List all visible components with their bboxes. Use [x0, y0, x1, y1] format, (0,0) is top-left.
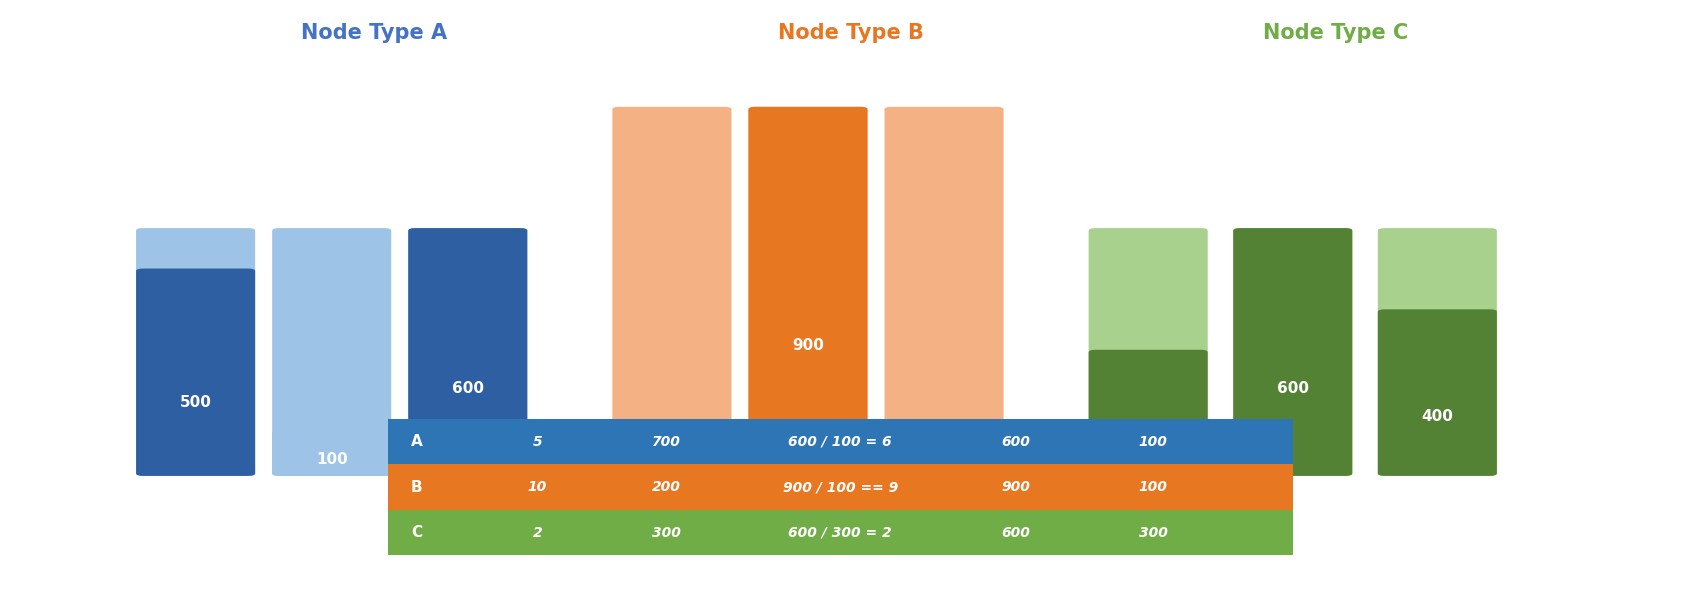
Text: Node Type B: Node Type B [777, 24, 924, 43]
Text: 100: 100 [657, 452, 687, 467]
Text: 100: 100 [316, 452, 347, 467]
Text: 600: 600 [1002, 526, 1029, 540]
FancyBboxPatch shape [1378, 310, 1497, 476]
Text: 900: 900 [793, 339, 823, 353]
Text: 400: 400 [1422, 409, 1453, 424]
Text: Node Type C: Node Type C [1262, 24, 1408, 43]
FancyBboxPatch shape [612, 430, 731, 476]
Text: 100: 100 [1140, 480, 1167, 494]
Bar [388, 464, 1293, 510]
Text: Minimum
load: Minimum load [1119, 458, 1187, 489]
Bar [388, 419, 1293, 464]
FancyBboxPatch shape [885, 430, 1004, 476]
FancyBboxPatch shape [885, 107, 1004, 476]
Text: Maximum
load: Maximum load [980, 458, 1051, 489]
Text: Balancing
Threshold: Balancing Threshold [500, 458, 575, 489]
FancyBboxPatch shape [136, 228, 255, 476]
Text: 600 / 100 = 6: 600 / 100 = 6 [789, 435, 891, 449]
Text: C: C [412, 525, 422, 540]
Text: 100: 100 [929, 452, 959, 467]
FancyBboxPatch shape [1089, 228, 1208, 476]
FancyBboxPatch shape [1089, 350, 1208, 476]
Text: 300: 300 [1140, 526, 1167, 540]
Text: 900 / 100 == 9: 900 / 100 == 9 [782, 480, 898, 494]
Text: Ratio of
max/min load: Ratio of max/min load [789, 458, 891, 489]
Text: 10: 10 [527, 480, 548, 494]
FancyBboxPatch shape [272, 430, 391, 476]
Text: 600: 600 [1002, 435, 1029, 449]
Text: Activity
Threshold: Activity Threshold [629, 458, 704, 489]
Text: Node Type A: Node Type A [301, 24, 447, 43]
Text: 2: 2 [532, 526, 543, 540]
FancyBboxPatch shape [136, 268, 255, 476]
Text: 700: 700 [653, 435, 680, 449]
FancyBboxPatch shape [272, 228, 391, 476]
FancyBboxPatch shape [1378, 228, 1497, 476]
Text: 100: 100 [1140, 435, 1167, 449]
Text: 500: 500 [180, 395, 211, 410]
Text: 600: 600 [1277, 381, 1308, 396]
Text: 200: 200 [653, 480, 680, 494]
FancyBboxPatch shape [408, 228, 527, 476]
FancyBboxPatch shape [748, 107, 868, 476]
Text: 600: 600 [452, 381, 483, 396]
FancyBboxPatch shape [408, 228, 527, 476]
Text: 5: 5 [532, 435, 543, 449]
Text: 600 / 300 = 2: 600 / 300 = 2 [789, 526, 891, 540]
Text: 300: 300 [1133, 424, 1163, 438]
FancyBboxPatch shape [1233, 228, 1352, 476]
Bar [388, 510, 1293, 555]
Text: B: B [412, 480, 422, 495]
Text: 300: 300 [653, 526, 680, 540]
Text: A: A [412, 434, 422, 449]
Text: 900: 900 [1002, 480, 1029, 494]
FancyBboxPatch shape [1233, 228, 1352, 476]
FancyBboxPatch shape [612, 107, 731, 476]
FancyBboxPatch shape [748, 107, 868, 476]
